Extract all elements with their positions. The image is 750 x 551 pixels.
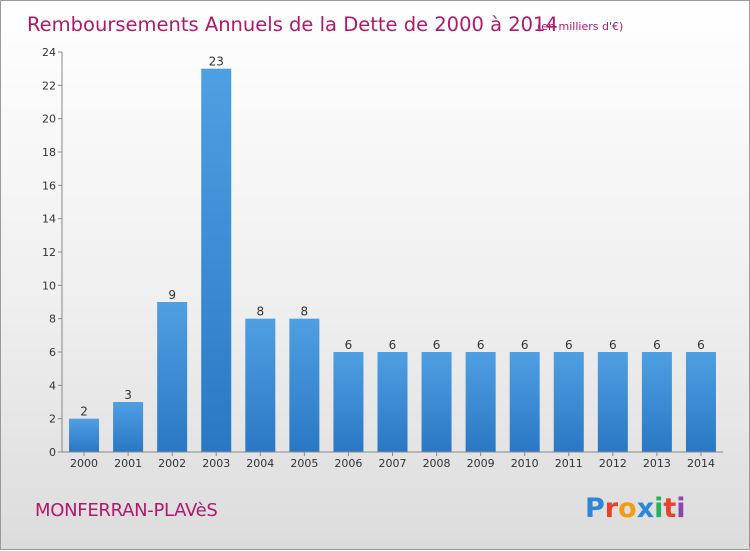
x-tick-label: 2012 [599,457,627,470]
x-tick-label: 2006 [334,457,362,470]
x-tick-label: 2000 [70,457,98,470]
x-tick-label: 2013 [643,457,671,470]
bar-2010 [509,352,540,452]
bar-value-label: 3 [124,388,132,402]
bar-2006 [333,352,364,452]
y-tick-label: 16 [42,179,56,192]
x-tick-label: 2004 [246,457,274,470]
chart-title: Remboursements Annuels de la Dette de 20… [27,13,558,36]
bar-2004 [245,318,276,452]
bar-value-label: 6 [697,338,705,352]
bar-2011 [553,352,584,452]
bar-value-label: 6 [653,338,661,352]
x-tick-label: 2014 [687,457,715,470]
bar-value-label: 6 [477,338,485,352]
y-tick-label: 20 [42,113,56,126]
bar-value-label: 6 [345,338,353,352]
bar-value-label: 2 [80,405,88,419]
bar-value-label: 8 [256,305,264,319]
bar-2000 [69,418,100,452]
x-tick-label: 2007 [379,457,407,470]
y-tick-label: 12 [42,246,56,259]
x-tick-label: 2010 [511,457,539,470]
bar-2001 [113,402,144,452]
x-tick-label: 2001 [114,457,142,470]
y-tick-label: 18 [42,146,56,159]
bar-2009 [465,352,496,452]
bar-2005 [289,318,320,452]
bar-value-label: 6 [609,338,617,352]
bar-value-label: 9 [168,288,176,302]
x-tick-label: 2003 [202,457,230,470]
bar-value-label: 23 [209,55,224,69]
bar-value-label: 6 [389,338,397,352]
y-tick-label: 22 [42,79,56,92]
bar-value-label: 6 [565,338,573,352]
bar-2012 [597,352,628,452]
town-name: MONFERRAN-PLAVèS [35,500,218,521]
x-tick-label: 2005 [290,457,318,470]
y-tick-label: 8 [49,313,56,326]
x-axis: 2000 2001 2002 2003 2004 2005 2006 2007 2008 2009… [62,451,723,470]
y-tick-label: 2 [49,413,56,426]
chart-unit-label: (en milliers d'€) [537,20,623,33]
x-tick-label: 2011 [555,457,583,470]
y-tick-label: 6 [49,346,56,359]
bar-2013 [641,352,672,452]
bar-2008 [421,352,452,452]
y-tick-label: 4 [49,379,56,392]
y-tick-label: 24 [42,46,56,59]
x-tick-label: 2008 [423,457,451,470]
x-tick-label: 2009 [467,457,495,470]
y-tick-label: 14 [42,213,56,226]
bar-2002 [157,302,188,452]
bar-value-label: 6 [433,338,441,352]
bar-2003 [201,68,232,453]
bar-value-label: 6 [521,338,529,352]
bar-2014 [685,352,716,452]
x-tick-label: 2002 [158,457,186,470]
y-tick-label: 0 [49,446,56,459]
bar-value-label: 8 [301,305,309,319]
y-tick-label: 10 [42,279,56,292]
bar-2007 [377,352,408,452]
proxiti-logo: Proxiti [585,493,686,524]
